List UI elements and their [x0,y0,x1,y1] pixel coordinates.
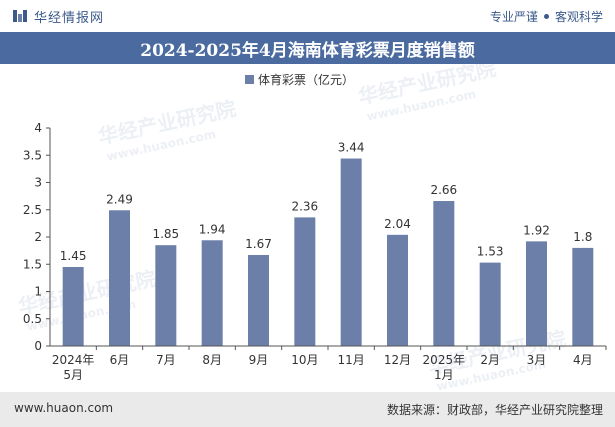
y-tick-label: 0 [34,339,42,353]
bar [294,217,316,346]
tag-right: 客观科学 [554,10,603,24]
data-label: 2.66 [430,183,457,197]
x-tick-label: 2月 [480,353,500,367]
bar [62,266,84,346]
y-tick-label: 3 [34,176,42,190]
brand: 华经情报网 [12,7,105,26]
x-tick-label: 9月 [249,353,269,367]
x-tick-label: 8月 [202,353,222,367]
data-label: 3.44 [338,141,365,155]
data-label: 1.8 [573,230,592,244]
footer-url: www.huaon.com [14,401,114,415]
header-tags: 专业严谨 客观科学 [490,8,603,25]
bar [387,234,408,346]
brand-logo-icon [13,10,27,22]
data-label: 1.53 [477,245,504,259]
y-tick-label: 1.5 [23,257,42,271]
y-tick-label: 4 [34,121,42,135]
y-tick-label: 3.5 [23,148,42,162]
data-label: 1.45 [60,249,87,263]
bar [433,201,455,346]
footer: www.huaon.com 数据来源：财政部，华经产业研究院整理 [0,392,615,427]
x-axis: 2024年 5月 6月 7月 8月 9月 10月 11月 12月 2025年 1月 2月 3月 4月 [50,345,607,382]
y-tick-label: 2 [34,230,42,244]
data-label: 1.67 [245,237,272,251]
legend: 体育彩票（亿元） [245,72,354,87]
data-label: 1.85 [152,227,179,241]
x-tick-label: 7月 [156,353,176,367]
y-tick-label: 2.5 [23,203,42,217]
x-tick-label: 2025年 1月 [423,353,466,382]
top-bar: 华经情报网 专业严谨 客观科学 [0,0,615,32]
title-bar: 2024-2025年4月海南体育彩票月度销售额 [0,32,615,64]
legend-swatch [245,75,254,84]
x-tick-label: 3月 [527,353,547,367]
y-tick-label: 1 [34,285,42,299]
data-label: 2.04 [384,217,411,231]
x-tick-label: 6月 [110,353,130,367]
x-tick-label: 10月 [291,353,318,367]
bar [479,262,501,346]
brand-name: 华经情报网 [34,10,105,26]
bar [526,241,547,346]
data-label: 1.92 [523,223,550,237]
x-tick-label: 12月 [384,353,411,367]
bar [340,158,362,346]
data-label: 1.94 [199,222,226,236]
footer-source: 数据来源：财政部，华经产业研究院整理 [386,403,603,417]
bar [248,254,269,346]
data-label: 2.49 [106,192,133,206]
bar [155,245,177,346]
bar [572,247,594,346]
bar [109,210,130,346]
x-tick-label: 2024年 5月 [52,353,95,382]
chart-title: 2024-2025年4月海南体育彩票月度销售额 [140,40,475,61]
legend-label: 体育彩票（亿元） [258,72,354,87]
tag-left: 专业严谨 [489,10,538,24]
x-tick-label: 11月 [338,353,365,367]
y-tick-label: 0.5 [23,312,42,326]
y-axis: 0 0.5 1 1.5 2 2.5 3 3.5 4 [23,121,51,353]
bars: 1.45 2.49 1.85 1.94 1.67 2.36 3.44 2.04 2.66 1.53… [60,141,594,346]
data-label: 2.36 [291,199,318,213]
bar-chart: 华经产业研究院www.huaon.com华经产业研究院www.huaon.com… [16,64,607,392]
dot-separator-icon [543,14,549,19]
x-tick-label: 4月 [573,353,593,367]
bar [201,240,223,346]
